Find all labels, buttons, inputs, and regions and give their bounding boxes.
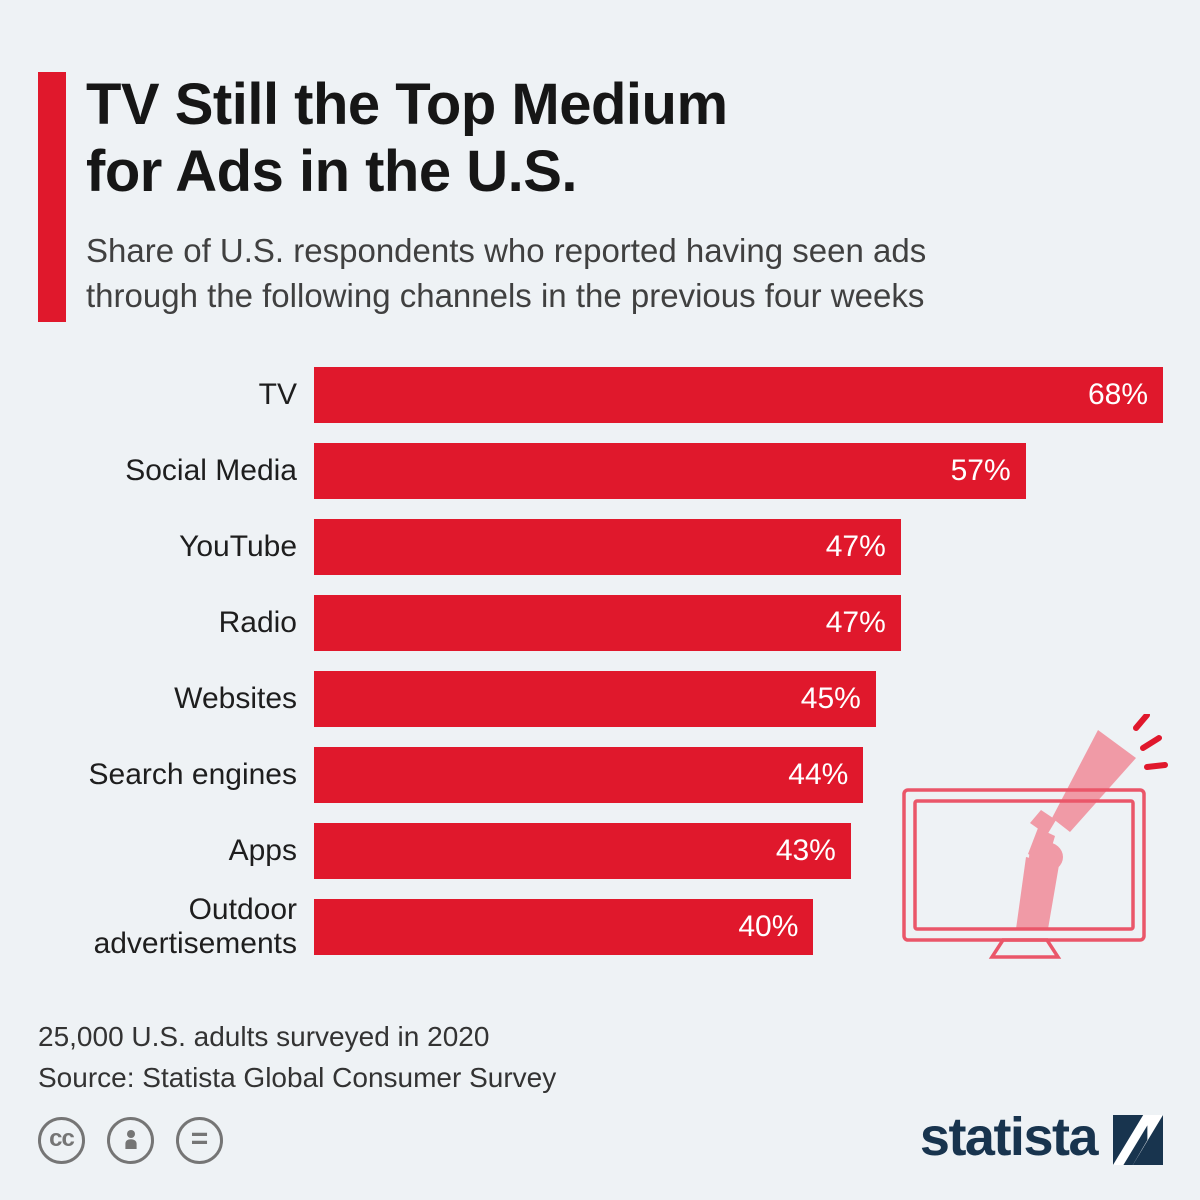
bar: 57% (314, 443, 1026, 499)
bar-track: 47% (314, 519, 1163, 575)
megaphone-icon (1016, 730, 1136, 929)
category-label: Search engines (88, 757, 297, 791)
value-label: 57% (950, 454, 1011, 487)
sound-burst-icon (1133, 714, 1168, 770)
attribution-icon[interactable] (107, 1116, 154, 1164)
title-accent-bar (38, 72, 66, 322)
category-label: Outdoor advertisements (93, 892, 297, 961)
value-label: 44% (788, 758, 849, 791)
value-label: 47% (825, 530, 886, 563)
value-label: 40% (738, 910, 799, 943)
survey-note: 25,000 U.S. adults surveyed in 2020 (38, 1021, 490, 1052)
bar-track: 43% (314, 823, 1163, 879)
bar: 68% (314, 367, 1163, 423)
bar-track: 57% (314, 443, 1163, 499)
cc-icon[interactable]: cc (38, 1116, 85, 1164)
tv-megaphone-illustration (902, 714, 1168, 959)
category-label: Radio (218, 605, 297, 639)
bar-track: 68% (314, 367, 1163, 423)
bar-row: Websites 45% (38, 671, 1163, 727)
header: TV Still the Top Medium for Ads in the U.… (0, 0, 1200, 322)
bottom-row: cc = statista (38, 1110, 1163, 1170)
footer-notes: 25,000 U.S. adults surveyed in 2020 Sour… (0, 975, 1200, 1098)
bar-row: Search engines 44% (38, 747, 1163, 803)
category-label: YouTube (179, 529, 297, 563)
page-title: TV Still the Top Medium for Ads in the U.… (86, 72, 926, 205)
bar-row: Apps 43% (38, 823, 1163, 879)
bar: 43% (314, 823, 851, 879)
subtitle: Share of U.S. respondents who reported h… (86, 229, 926, 318)
bar: 47% (314, 519, 901, 575)
no-derivatives-icon[interactable]: = (176, 1116, 223, 1164)
statista-logo-mark (1113, 1115, 1163, 1165)
bar: 40% (314, 899, 814, 955)
statista-logo[interactable]: statista (920, 1110, 1163, 1170)
category-label: TV (258, 377, 297, 411)
category-label: Social Media (125, 453, 297, 487)
bar-row: YouTube 47% (38, 519, 1163, 575)
license-icons: cc = (38, 1116, 223, 1164)
subtitle-line-2: through the following channels in the pr… (86, 276, 925, 314)
bar: 47% (314, 595, 901, 651)
category-label: Apps (228, 833, 297, 867)
source-note: Source: Statista Global Consumer Survey (38, 1061, 557, 1093)
tv-outline-icon (902, 788, 1146, 959)
value-label: 45% (800, 682, 861, 715)
title-line-1: TV Still the Top Medium (86, 72, 728, 137)
person-icon (124, 1130, 137, 1149)
bar-row: TV 68% (38, 367, 1163, 423)
category-label: Websites (174, 681, 297, 715)
value-label: 43% (775, 834, 836, 867)
bar-row: Social Media 57% (38, 443, 1163, 499)
bar: 45% (314, 671, 876, 727)
bar-track: 45% (314, 671, 1163, 727)
equals-glyph: = (190, 1121, 209, 1155)
bar-track: 47% (314, 595, 1163, 651)
value-label: 68% (1087, 378, 1148, 411)
header-text: TV Still the Top Medium for Ads in the U.… (86, 72, 926, 322)
bar-row: Outdoor advertisements 40% (38, 893, 1163, 960)
statista-logo-text: statista (919, 1107, 1099, 1167)
title-line-2: for Ads in the U.S. (86, 138, 578, 204)
bar-track: 44% (314, 747, 1163, 803)
value-label: 47% (825, 606, 886, 639)
cc-glyph: cc (49, 1124, 75, 1152)
bar-row: Radio 47% (38, 595, 1163, 651)
bar-chart: TV 68% Social Media 57% YouTube 47% Radio 47% We… (0, 367, 1200, 960)
bar: 44% (314, 747, 864, 803)
subtitle-line-1: Share of U.S. respondents who reported h… (86, 232, 927, 270)
bar-track: 40% (314, 899, 1163, 955)
